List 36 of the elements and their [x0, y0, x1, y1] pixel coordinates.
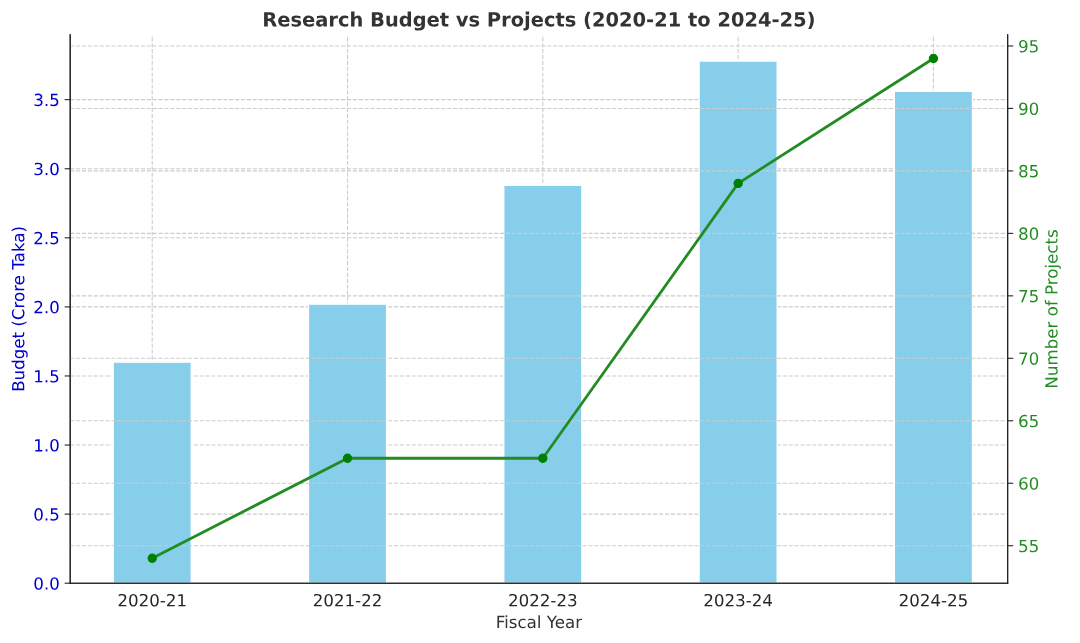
point — [342, 453, 353, 463]
x-tick-label: 2020-21 — [118, 593, 186, 607]
y2-tick-label: 65 — [1019, 414, 1038, 428]
x-axis-title: Fiscal Year — [497, 615, 583, 629]
x-tick-label: 2023-24 — [704, 593, 773, 607]
bar — [307, 303, 388, 584]
y-tick-label: 1.0 — [35, 439, 59, 452]
point — [147, 553, 157, 563]
y-tick-label: 3.0 — [34, 162, 59, 176]
y-tick-label: 1.5 — [35, 370, 59, 383]
y2-tick-label: 60 — [1019, 477, 1039, 490]
bar — [503, 184, 583, 584]
bar — [893, 90, 974, 584]
bar — [698, 60, 778, 584]
y-tick-label: 3.5 — [34, 93, 59, 107]
x-tick-label: 2021-22 — [313, 593, 381, 607]
y2-tick-label: 90 — [1019, 102, 1039, 115]
y2-tick-label: 75 — [1019, 290, 1038, 303]
y2-tick-label: 80 — [1019, 227, 1039, 240]
bar — [112, 361, 192, 584]
y-axis-title: Budget (Crore Taka) — [11, 227, 28, 391]
point — [928, 53, 939, 64]
y2-tick-label: 95 — [1019, 39, 1038, 53]
y2-tick-label: 70 — [1019, 352, 1039, 365]
y-tick-label: 0.0 — [34, 577, 59, 590]
y-tick-label: 2.5 — [34, 231, 59, 245]
x-tick-label: 2022-23 — [509, 593, 577, 607]
point — [538, 453, 548, 463]
x-tick-label: 2024-25 — [899, 593, 967, 607]
y2-tick-label: 85 — [1019, 164, 1038, 178]
y2-tick-label: 55 — [1019, 539, 1038, 553]
point — [733, 178, 743, 189]
y-tick-label: 0.5 — [34, 508, 59, 521]
y2-axis-title: Number of Projects — [1044, 230, 1061, 387]
chart-title: Research Budget vs Projects (2020-21 to 2024-25) — [264, 11, 814, 31]
y-tick-label: 2.0 — [34, 300, 59, 314]
